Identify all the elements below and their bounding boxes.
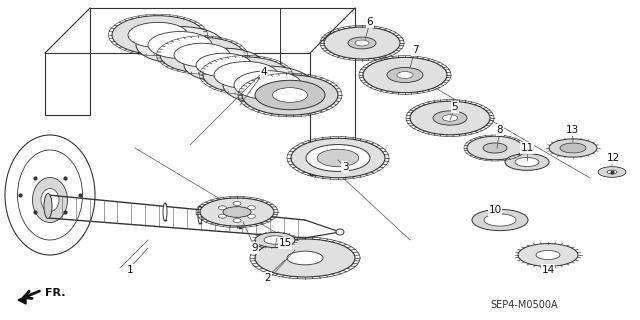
Text: 12: 12 <box>606 153 620 163</box>
Text: 6: 6 <box>367 17 373 27</box>
Text: 9: 9 <box>252 243 259 253</box>
Text: FR.: FR. <box>45 288 65 298</box>
Ellipse shape <box>5 135 95 255</box>
Ellipse shape <box>248 214 255 218</box>
Ellipse shape <box>238 210 242 228</box>
Ellipse shape <box>160 37 244 73</box>
Ellipse shape <box>324 27 400 59</box>
Ellipse shape <box>291 138 385 178</box>
Ellipse shape <box>549 139 597 157</box>
Ellipse shape <box>306 145 370 172</box>
Ellipse shape <box>196 53 252 77</box>
Ellipse shape <box>363 57 447 92</box>
Ellipse shape <box>484 214 516 226</box>
Ellipse shape <box>255 239 355 277</box>
Ellipse shape <box>273 88 307 102</box>
Ellipse shape <box>336 229 344 235</box>
Ellipse shape <box>515 157 539 166</box>
Text: 7: 7 <box>412 45 419 55</box>
Ellipse shape <box>433 111 467 125</box>
Ellipse shape <box>560 143 586 153</box>
Polygon shape <box>18 296 26 304</box>
Text: 15: 15 <box>278 238 292 248</box>
Ellipse shape <box>112 16 204 54</box>
Text: 4: 4 <box>260 67 268 77</box>
Ellipse shape <box>234 71 302 99</box>
Ellipse shape <box>233 202 241 205</box>
Ellipse shape <box>505 154 549 170</box>
Ellipse shape <box>198 206 202 224</box>
Text: 1: 1 <box>127 265 133 275</box>
Ellipse shape <box>598 167 626 177</box>
Ellipse shape <box>483 143 507 153</box>
Ellipse shape <box>387 68 423 83</box>
Ellipse shape <box>518 244 578 266</box>
Ellipse shape <box>317 149 359 167</box>
Ellipse shape <box>264 236 286 244</box>
Ellipse shape <box>233 219 241 222</box>
Text: 2: 2 <box>265 273 271 283</box>
Ellipse shape <box>163 203 167 221</box>
Text: 5: 5 <box>452 102 458 112</box>
Ellipse shape <box>255 232 295 248</box>
Text: 8: 8 <box>497 125 503 135</box>
Ellipse shape <box>397 72 413 78</box>
Ellipse shape <box>410 101 490 135</box>
Ellipse shape <box>242 75 338 115</box>
Text: 10: 10 <box>488 205 502 215</box>
Text: 14: 14 <box>541 265 555 275</box>
Ellipse shape <box>203 57 289 93</box>
Ellipse shape <box>174 43 230 67</box>
Text: 11: 11 <box>520 143 534 153</box>
Ellipse shape <box>255 80 325 110</box>
Ellipse shape <box>200 198 274 226</box>
Ellipse shape <box>218 206 227 210</box>
Ellipse shape <box>348 37 376 49</box>
Ellipse shape <box>355 40 369 46</box>
Ellipse shape <box>218 214 227 218</box>
Ellipse shape <box>467 136 523 160</box>
Ellipse shape <box>44 194 52 219</box>
Ellipse shape <box>536 251 560 260</box>
Ellipse shape <box>41 188 59 212</box>
Ellipse shape <box>184 48 264 82</box>
Text: SEP4-M0500A: SEP4-M0500A <box>490 300 557 310</box>
Ellipse shape <box>442 115 458 121</box>
Ellipse shape <box>223 66 313 104</box>
Ellipse shape <box>128 22 188 48</box>
Ellipse shape <box>33 178 67 222</box>
Text: 13: 13 <box>565 125 579 135</box>
Text: 3: 3 <box>342 162 348 172</box>
Ellipse shape <box>136 27 224 63</box>
Ellipse shape <box>607 170 617 174</box>
Ellipse shape <box>472 209 528 231</box>
Ellipse shape <box>248 206 255 210</box>
Ellipse shape <box>223 207 251 217</box>
Ellipse shape <box>214 61 278 88</box>
Ellipse shape <box>287 251 323 265</box>
Ellipse shape <box>148 32 212 59</box>
